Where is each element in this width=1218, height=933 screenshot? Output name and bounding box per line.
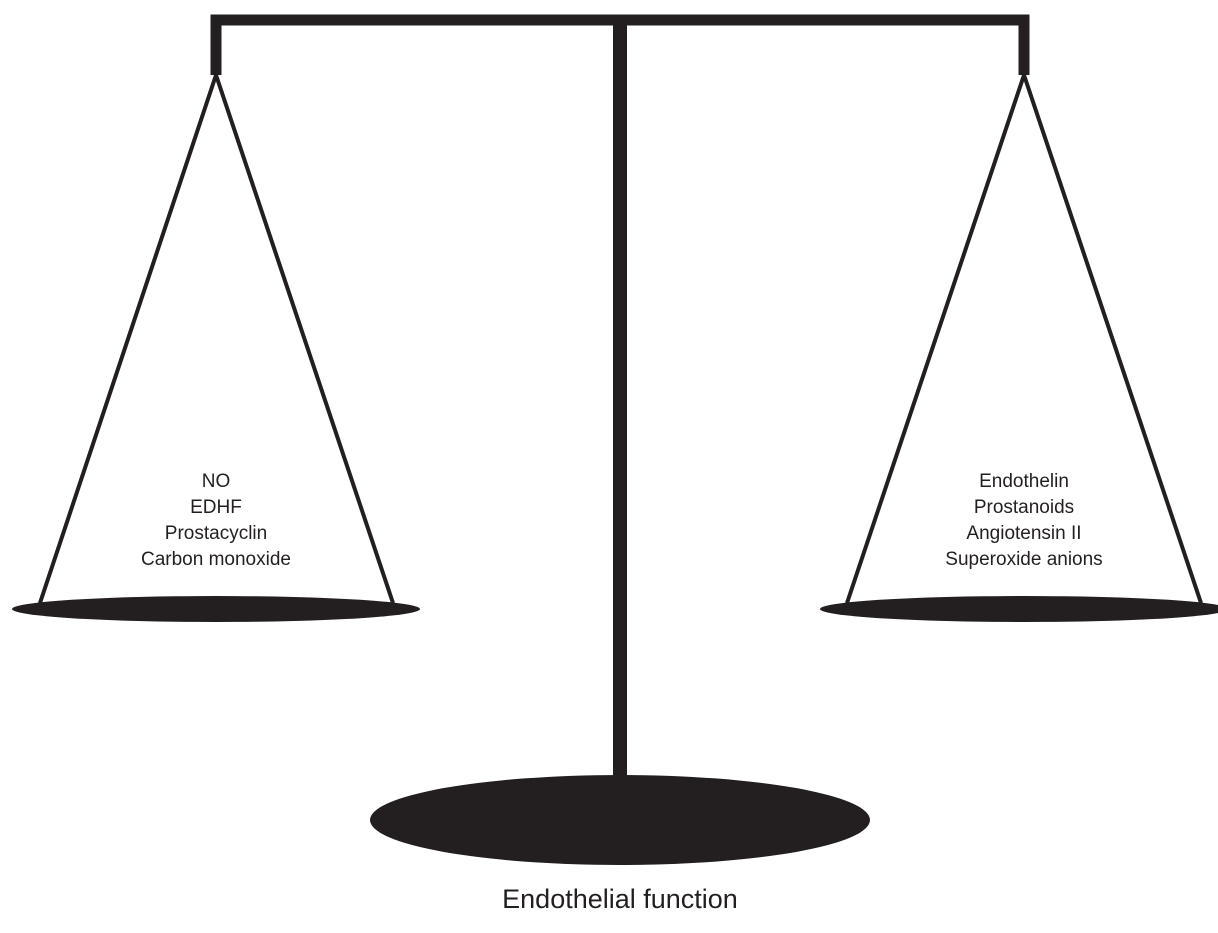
left-pan <box>12 596 420 622</box>
right-pan <box>820 596 1218 622</box>
left-items: NO EDHF Prostacyclin Carbon monoxide <box>141 471 291 570</box>
pan-item: Prostanoids <box>974 497 1074 518</box>
pan-item: Endothelin <box>979 471 1069 492</box>
pan-item: Carbon monoxide <box>141 549 291 570</box>
caption: Endothelial function <box>502 884 738 914</box>
pan-item: Prostacyclin <box>165 523 267 544</box>
pan-item: Superoxide anions <box>945 549 1102 570</box>
scale-frame <box>38 14 1203 780</box>
pan-item: Angiotensin II <box>966 523 1081 544</box>
right-items: Endothelin Prostanoids Angiotensin II Super… <box>945 471 1102 570</box>
pan-item: NO <box>202 471 231 492</box>
left-strings <box>38 68 395 604</box>
base <box>370 775 870 865</box>
pan-item: EDHF <box>190 497 242 518</box>
right-strings <box>845 68 1203 604</box>
